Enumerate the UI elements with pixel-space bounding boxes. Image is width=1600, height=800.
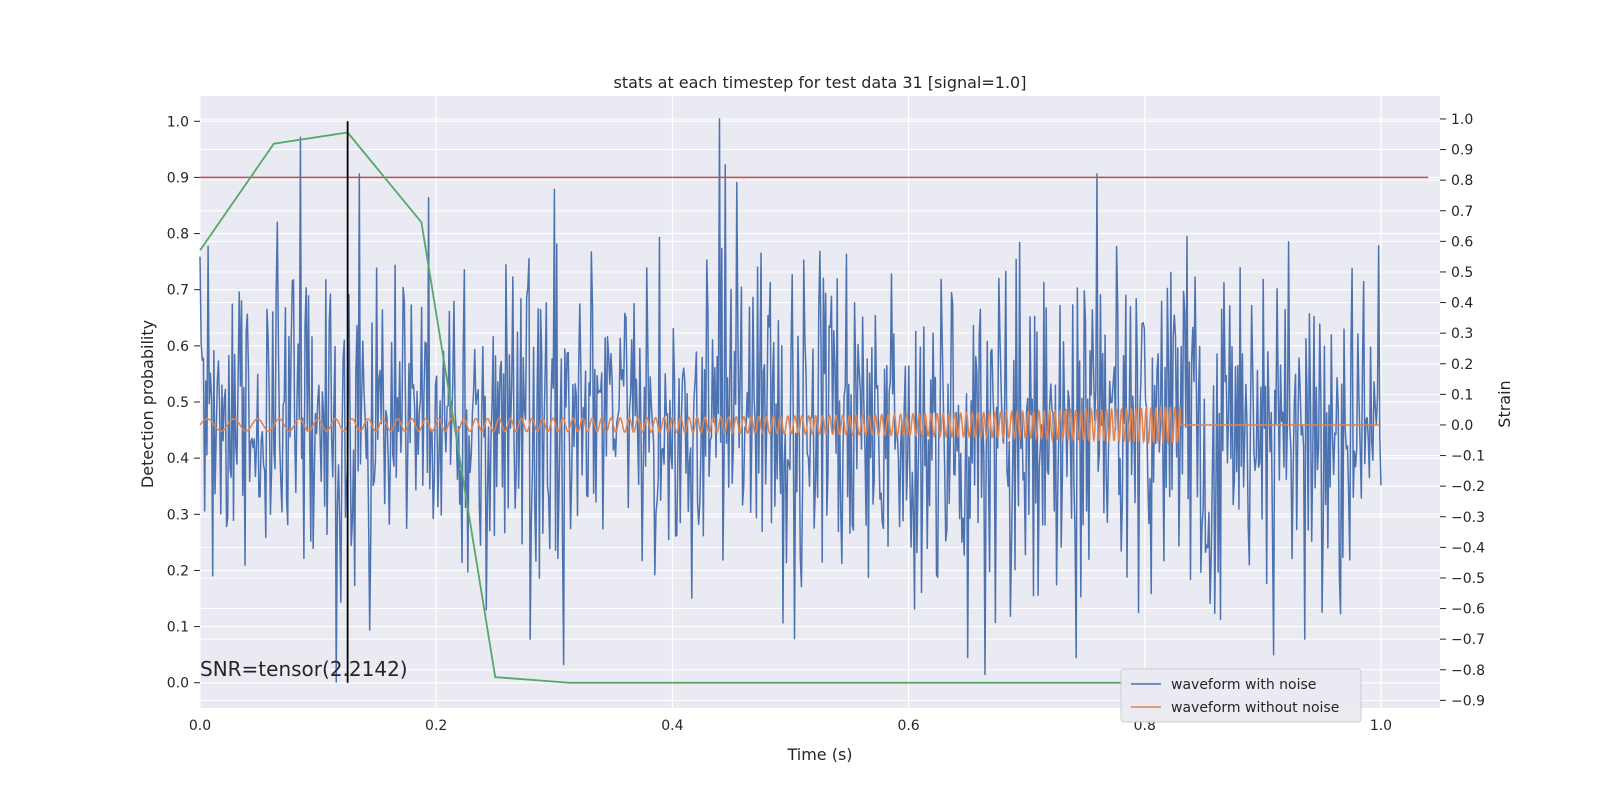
y-left-tick-label-0: 0.0 bbox=[167, 676, 189, 692]
y-right-tick-label-5: −0.4 bbox=[1451, 540, 1485, 556]
y-right-tick-label-1: −0.8 bbox=[1451, 663, 1485, 679]
y-left-tick-label-2: 0.2 bbox=[167, 563, 189, 579]
y-right-tick-label-18: 0.9 bbox=[1451, 143, 1473, 159]
x-tick-label-1: 0.2 bbox=[425, 718, 447, 734]
legend: waveform with noise waveform without noi… bbox=[1120, 668, 1362, 723]
y-axis-label-right: Strain bbox=[1495, 380, 1514, 427]
prob-layer bbox=[199, 121, 1429, 684]
legend-label-clean: waveform without noise bbox=[1171, 700, 1339, 716]
y-left-tick-label-6: 0.6 bbox=[167, 339, 189, 355]
snr-annotation: SNR=tensor(2.2142) bbox=[200, 657, 408, 681]
series-detection-probability bbox=[199, 131, 1160, 684]
y-right-tick-label-10: 0.1 bbox=[1451, 387, 1473, 403]
y-left-tick-label-1: 0.1 bbox=[167, 620, 189, 636]
y-left-tick-label-5: 0.5 bbox=[167, 395, 189, 411]
y-left-ticks: 0.0 0.1 0.2 0.3 0.4 0.5 0.6 0.7 0.8 0.9 1.0 bbox=[167, 114, 200, 692]
y-right-tick-label-7: −0.2 bbox=[1451, 479, 1485, 495]
legend-box bbox=[1120, 668, 1362, 723]
y-right-tick-label-11: 0.2 bbox=[1451, 357, 1473, 373]
chart-title: stats at each timestep for test data 31 … bbox=[614, 73, 1027, 92]
y-left-tick-label-4: 0.4 bbox=[167, 451, 189, 467]
y-right-tick-label-17: 0.8 bbox=[1451, 173, 1473, 189]
y-right-tick-label-15: 0.6 bbox=[1451, 234, 1473, 250]
x-axis-label: Time (s) bbox=[786, 745, 852, 764]
legend-label-noisy: waveform with noise bbox=[1171, 677, 1316, 693]
series-waveform-with-noise bbox=[199, 118, 1382, 683]
y-right-tick-label-14: 0.5 bbox=[1451, 265, 1473, 281]
y-right-tick-label-16: 0.7 bbox=[1451, 204, 1473, 220]
y-right-tick-label-12: 0.3 bbox=[1451, 326, 1473, 342]
noise-layer bbox=[199, 118, 1382, 683]
y-left-tick-label-10: 1.0 bbox=[167, 114, 189, 130]
x-tick-label-0: 0.0 bbox=[189, 718, 211, 734]
y-right-tick-label-2: −0.7 bbox=[1451, 632, 1485, 648]
y-right-tick-label-4: −0.5 bbox=[1451, 571, 1485, 587]
y-right-tick-label-6: −0.3 bbox=[1451, 510, 1485, 526]
y-right-tick-label-9: 0.0 bbox=[1451, 418, 1473, 434]
y-right-tick-label-19: 1.0 bbox=[1451, 112, 1473, 128]
x-tick-label-5: 1.0 bbox=[1370, 718, 1392, 734]
y-axis-label-left: Detection probability bbox=[138, 320, 157, 488]
signal-layer bbox=[199, 405, 1381, 445]
y-left-tick-label-7: 0.7 bbox=[167, 283, 189, 299]
y-right-tick-label-0: −0.9 bbox=[1451, 693, 1485, 709]
y-left-tick-label-8: 0.8 bbox=[167, 227, 189, 243]
y-right-tick-label-8: −0.1 bbox=[1451, 449, 1485, 465]
y-left-tick-label-9: 0.9 bbox=[167, 170, 189, 186]
series-waveform-without-noise bbox=[199, 405, 1381, 445]
x-tick-label-3: 0.6 bbox=[897, 718, 919, 734]
y-right-tick-label-3: −0.6 bbox=[1451, 602, 1485, 618]
y-left-tick-label-3: 0.3 bbox=[167, 507, 189, 523]
x-tick-label-2: 0.4 bbox=[661, 718, 683, 734]
y-right-ticks: −0.9 −0.8 −0.7 −0.6 −0.5 −0.4 −0.3 −0.2 −0.1 0.0 0… bbox=[1440, 112, 1485, 709]
y-right-tick-label-13: 0.4 bbox=[1451, 296, 1473, 312]
